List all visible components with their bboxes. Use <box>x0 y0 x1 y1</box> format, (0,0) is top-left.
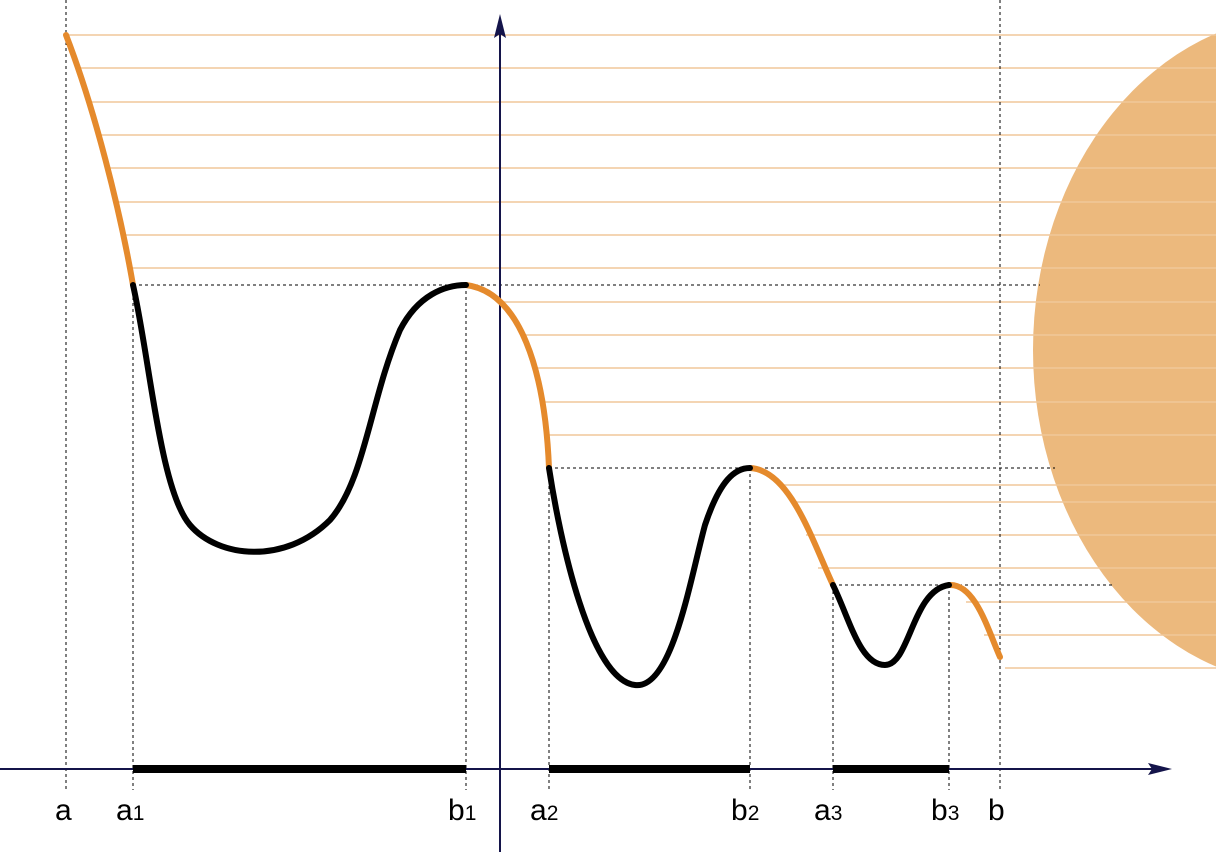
y-axis-arrowhead <box>494 14 506 38</box>
vertical-guides <box>65 0 1001 790</box>
label-b1: b1 <box>448 794 476 827</box>
curve-shadowed <box>130 282 952 689</box>
sunlit-segment-4 <box>946 582 1003 660</box>
sun-shape <box>1033 33 1216 667</box>
shadow-segment-3 <box>830 582 952 669</box>
sunlit-segment-3 <box>747 465 836 588</box>
curve-sunlit <box>63 32 1003 660</box>
sunlight-lines <box>66 34 1216 669</box>
axis-labels: a a1 b1 a2 b2 a3 b3 b <box>55 794 1005 827</box>
x-axis-arrowhead <box>1148 763 1172 775</box>
label-b2: b2 <box>731 794 759 827</box>
label-a1: a1 <box>116 794 144 827</box>
shadow-segment-2 <box>546 465 753 689</box>
sunlit-segment-2 <box>463 282 552 471</box>
label-b: b <box>988 794 1005 827</box>
label-b3: b3 <box>931 794 959 827</box>
label-a2: a2 <box>530 794 558 827</box>
shadow-segment-1 <box>130 282 469 555</box>
axes <box>0 28 1160 852</box>
label-a: a <box>55 794 72 827</box>
level-guides <box>133 284 1112 586</box>
sunlit-segment-1 <box>63 32 136 288</box>
label-a3: a3 <box>814 794 842 827</box>
